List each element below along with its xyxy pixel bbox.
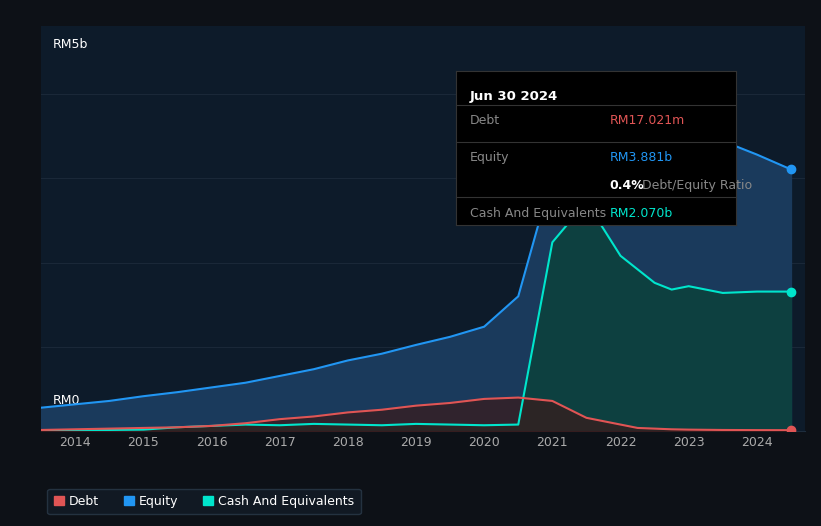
Legend: Debt, Equity, Cash And Equivalents: Debt, Equity, Cash And Equivalents [48, 489, 360, 514]
Text: 0.4%: 0.4% [610, 179, 644, 192]
Text: Cash And Equivalents: Cash And Equivalents [470, 207, 606, 220]
Text: RM17.021m: RM17.021m [610, 114, 685, 127]
Text: Debt: Debt [470, 114, 500, 127]
Text: Debt/Equity Ratio: Debt/Equity Ratio [638, 179, 752, 192]
Text: RM2.070b: RM2.070b [610, 207, 673, 220]
Text: Jun 30 2024: Jun 30 2024 [470, 90, 558, 103]
Text: RM3.881b: RM3.881b [610, 151, 673, 164]
Text: RM5b: RM5b [53, 38, 88, 52]
Text: Equity: Equity [470, 151, 509, 164]
Text: RM0: RM0 [53, 394, 80, 407]
